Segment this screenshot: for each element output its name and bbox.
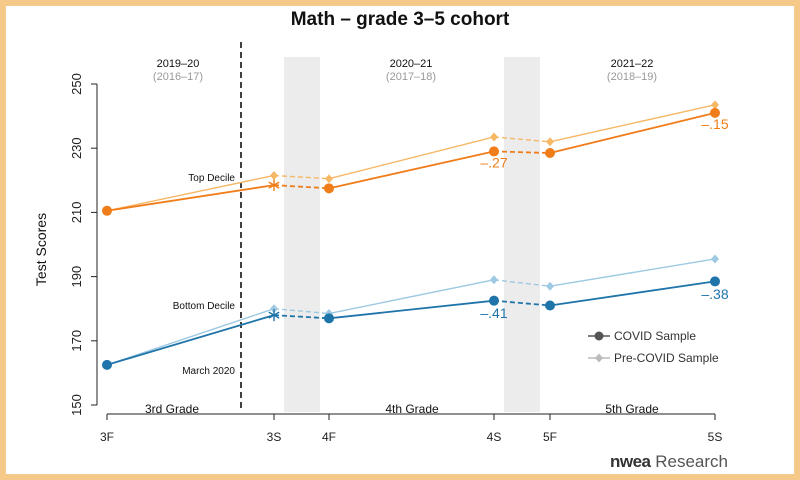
bottom-covid-point-5F xyxy=(545,300,555,311)
top-covid-point-4F xyxy=(324,183,334,194)
top-covid-segment xyxy=(273,184,330,190)
bottom-pre-point-3S xyxy=(270,304,278,314)
x-tick-label: 5S xyxy=(708,430,723,444)
top-pre-segment xyxy=(106,174,275,212)
top-covid-segment xyxy=(106,184,275,212)
top-pre-segment xyxy=(273,174,330,180)
bottom-pre-segment xyxy=(328,279,495,315)
bottom-pre-point-5S xyxy=(711,254,719,264)
top-pre-point-3S xyxy=(270,170,278,180)
bottom-covid-segment xyxy=(549,280,716,307)
nwea-research-logo: nwea Research xyxy=(610,452,728,472)
logo-suffix: Research xyxy=(655,452,728,471)
effect-size-label: –.41 xyxy=(480,305,507,321)
effect-size-label: –.38 xyxy=(701,286,728,302)
year-sublabel: (2017–18) xyxy=(386,71,436,83)
march-2020-label: March 2020 xyxy=(182,366,235,377)
top-pre-segment xyxy=(493,136,551,143)
top-covid-segment xyxy=(549,112,716,154)
legend-marker-covid xyxy=(594,331,604,341)
bottom-covid-point-4F xyxy=(324,313,334,324)
x-tick-label: 3F xyxy=(100,430,114,444)
bottom-covid-point-3S xyxy=(268,309,280,322)
logo-brand: nwea xyxy=(609,452,651,471)
top-pre-point-5F xyxy=(546,137,554,147)
effect-size-label: –.27 xyxy=(480,154,507,170)
bottom-covid-point-4S xyxy=(489,295,499,306)
bottom-pre-point-5F xyxy=(546,281,554,291)
x-tick-label: 3S xyxy=(267,430,282,444)
bottom-decile-label: Bottom Decile xyxy=(173,301,236,312)
x-tick-label: 5F xyxy=(543,430,557,444)
year-label: 2019–20 xyxy=(157,58,200,70)
chart-canvas: Math – grade 3–5 cohort 150 170 190 210 230 25… xyxy=(33,9,729,444)
y-axis-label: Test Scores xyxy=(33,213,49,286)
bottom-pre-segment xyxy=(106,308,275,366)
y-tick-label: 210 xyxy=(69,202,84,224)
bottom-pre-point-4S xyxy=(490,275,498,285)
top-decile-label: Top Decile xyxy=(188,173,235,184)
grade-label: 3rd Grade xyxy=(145,402,199,416)
top-covid-segment xyxy=(493,150,551,154)
bottom-covid-segment xyxy=(106,314,275,366)
bottom-covid-point-3F xyxy=(102,359,112,370)
year-label: 2021–22 xyxy=(611,58,654,70)
bottom-covid-segment xyxy=(328,299,495,320)
y-tick-label: 170 xyxy=(69,330,84,352)
bottom-covid-point-5S xyxy=(710,276,720,287)
x-tick-label: 4F xyxy=(322,430,336,444)
top-covid-segment xyxy=(328,150,495,190)
legend-marker-pre xyxy=(595,353,603,363)
top-pre-point-4S xyxy=(490,132,498,142)
bottom-pre-segment xyxy=(549,258,716,287)
legend-label-covid: COVID Sample xyxy=(614,329,696,343)
year-sublabel: (2016–17) xyxy=(153,71,203,83)
top-pre-point-4F xyxy=(325,174,333,184)
top-pre-point-5S xyxy=(711,100,719,110)
top-covid-point-3S xyxy=(268,179,280,192)
bottom-covid-segment xyxy=(273,314,330,320)
effect-size-label: –.15 xyxy=(701,116,728,132)
bottom-pre-segment xyxy=(273,308,330,315)
x-tick-label: 4S xyxy=(487,430,502,444)
summer-band-1 xyxy=(284,57,320,412)
year-sublabel: (2018–19) xyxy=(607,71,657,83)
bottom-covid-segment xyxy=(493,299,551,307)
top-covid-point-5S xyxy=(710,107,720,118)
top-pre-segment xyxy=(549,104,716,143)
grade-label: 5th Grade xyxy=(605,402,659,416)
legend-label-pre: Pre-COVID Sample xyxy=(614,351,719,365)
bottom-pre-segment xyxy=(493,279,551,287)
top-covid-point-4S xyxy=(489,146,499,157)
chart-title: Math – grade 3–5 cohort xyxy=(291,9,510,30)
chart-frame: Math – grade 3–5 cohort 150 170 190 210 230 25… xyxy=(6,6,794,474)
y-tick-label: 190 xyxy=(69,266,84,288)
y-tick-label: 250 xyxy=(69,73,84,95)
year-label: 2020–21 xyxy=(390,58,433,70)
y-tick-label: 150 xyxy=(69,394,84,416)
top-covid-point-3F xyxy=(102,205,112,216)
y-tick-label: 230 xyxy=(69,137,84,159)
grade-label: 4th Grade xyxy=(385,402,439,416)
summer-band-2 xyxy=(504,57,540,412)
top-pre-segment xyxy=(328,136,495,180)
top-covid-point-5F xyxy=(545,148,555,159)
